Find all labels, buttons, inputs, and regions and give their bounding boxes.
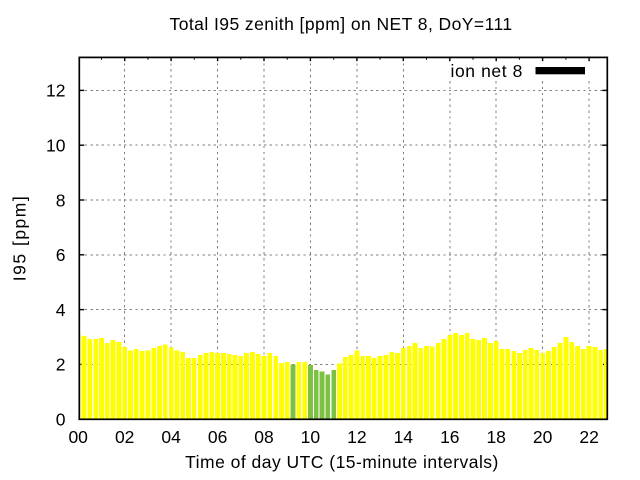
svg-text:12: 12	[347, 427, 366, 447]
svg-text:Total I95 zenith [ppm] on NET: Total I95 zenith [ppm] on NET 8, DoY=111	[170, 14, 513, 34]
svg-text:22: 22	[579, 427, 598, 447]
svg-text:14: 14	[394, 427, 414, 447]
svg-text:12: 12	[46, 81, 65, 101]
svg-text:I95 [ppm]: I95 [ppm]	[10, 195, 30, 281]
svg-text:16: 16	[440, 427, 459, 447]
svg-text:02: 02	[115, 427, 134, 447]
svg-text:10: 10	[46, 136, 66, 156]
svg-text:2: 2	[56, 355, 66, 375]
svg-text:20: 20	[533, 427, 553, 447]
svg-text:Time of day UTC (15-minute int: Time of day UTC (15-minute intervals)	[185, 452, 499, 472]
svg-text:00: 00	[68, 427, 88, 447]
svg-text:04: 04	[161, 427, 181, 447]
svg-text:ion net 8: ion net 8	[450, 61, 523, 81]
svg-text:8: 8	[56, 190, 66, 210]
svg-text:08: 08	[254, 427, 273, 447]
svg-text:6: 6	[56, 245, 66, 265]
svg-text:0: 0	[56, 410, 66, 430]
svg-text:18: 18	[486, 427, 505, 447]
svg-text:06: 06	[208, 427, 227, 447]
svg-text:4: 4	[56, 300, 66, 320]
svg-text:10: 10	[301, 427, 321, 447]
